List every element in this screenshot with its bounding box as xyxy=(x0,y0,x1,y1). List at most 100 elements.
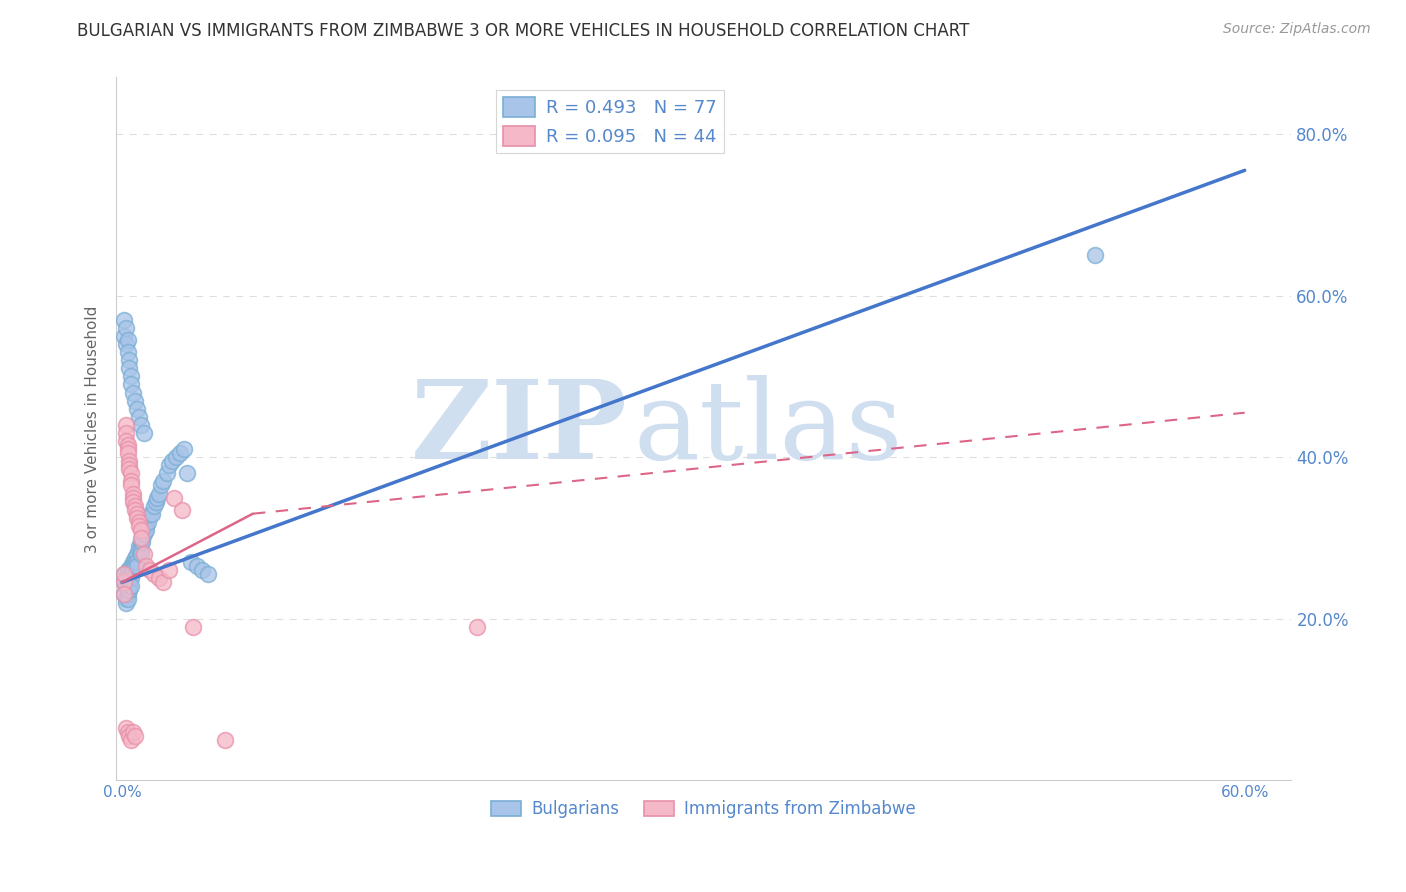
Point xyxy=(214,732,236,747)
Point xyxy=(142,499,165,513)
Point xyxy=(124,502,146,516)
Point xyxy=(152,575,174,590)
Point xyxy=(157,563,180,577)
Point xyxy=(173,442,195,456)
Point xyxy=(114,596,136,610)
Point xyxy=(134,547,156,561)
Point xyxy=(114,425,136,440)
Point xyxy=(134,527,156,541)
Point xyxy=(129,523,152,537)
Point xyxy=(117,591,139,606)
Point xyxy=(114,434,136,448)
Text: Source: ZipAtlas.com: Source: ZipAtlas.com xyxy=(1223,22,1371,37)
Point xyxy=(117,724,139,739)
Point xyxy=(163,491,186,505)
Point xyxy=(134,523,156,537)
Point xyxy=(118,454,141,468)
Point xyxy=(118,583,141,598)
Point xyxy=(120,478,142,492)
Point xyxy=(114,721,136,735)
Point xyxy=(118,361,141,376)
Point xyxy=(148,486,170,500)
Point xyxy=(114,417,136,432)
Point xyxy=(157,458,180,473)
Point xyxy=(122,491,145,505)
Point xyxy=(124,555,146,569)
Point xyxy=(141,507,163,521)
Point xyxy=(197,567,219,582)
Point xyxy=(118,571,141,585)
Point xyxy=(139,563,162,577)
Point xyxy=(125,559,148,574)
Text: atlas: atlas xyxy=(633,376,903,483)
Point xyxy=(124,729,146,743)
Point xyxy=(1084,248,1107,262)
Point xyxy=(180,555,202,569)
Point xyxy=(134,425,156,440)
Point xyxy=(120,377,142,392)
Point xyxy=(122,385,145,400)
Text: ZIP: ZIP xyxy=(411,376,627,483)
Point xyxy=(145,494,167,508)
Point xyxy=(186,559,208,574)
Point xyxy=(118,563,141,577)
Point xyxy=(112,587,135,601)
Point xyxy=(118,729,141,743)
Point xyxy=(162,454,184,468)
Point xyxy=(122,563,145,577)
Point xyxy=(122,559,145,574)
Point xyxy=(128,543,150,558)
Point xyxy=(122,555,145,569)
Point xyxy=(122,724,145,739)
Point xyxy=(120,732,142,747)
Point xyxy=(117,345,139,359)
Point xyxy=(128,515,150,529)
Point xyxy=(114,591,136,606)
Point xyxy=(125,510,148,524)
Y-axis label: 3 or more Vehicles in Household: 3 or more Vehicles in Household xyxy=(86,305,100,552)
Point xyxy=(169,446,191,460)
Point xyxy=(117,438,139,452)
Point xyxy=(125,547,148,561)
Point xyxy=(118,579,141,593)
Point xyxy=(124,559,146,574)
Point xyxy=(124,393,146,408)
Point xyxy=(148,571,170,585)
Point xyxy=(120,567,142,582)
Point xyxy=(120,559,142,574)
Point xyxy=(112,575,135,590)
Point xyxy=(131,535,153,549)
Point xyxy=(112,587,135,601)
Point xyxy=(112,567,135,582)
Point xyxy=(467,620,489,634)
Point xyxy=(136,515,159,529)
Point xyxy=(117,446,139,460)
Point xyxy=(191,563,214,577)
Point xyxy=(142,567,165,582)
Point xyxy=(152,475,174,489)
Point xyxy=(125,507,148,521)
Point xyxy=(122,486,145,500)
Point xyxy=(129,531,152,545)
Point xyxy=(135,523,157,537)
Point xyxy=(129,547,152,561)
Point xyxy=(146,491,169,505)
Legend: Bulgarians, Immigrants from Zimbabwe: Bulgarians, Immigrants from Zimbabwe xyxy=(485,793,922,825)
Point xyxy=(125,401,148,416)
Point xyxy=(120,369,142,384)
Point xyxy=(120,571,142,585)
Point xyxy=(118,458,141,473)
Point xyxy=(150,478,173,492)
Point xyxy=(117,563,139,577)
Point xyxy=(128,409,150,424)
Point xyxy=(128,539,150,553)
Point xyxy=(112,575,135,590)
Point xyxy=(120,579,142,593)
Point xyxy=(135,559,157,574)
Point xyxy=(112,329,135,343)
Point xyxy=(124,499,146,513)
Point xyxy=(114,321,136,335)
Point xyxy=(117,575,139,590)
Point xyxy=(117,583,139,598)
Point xyxy=(117,442,139,456)
